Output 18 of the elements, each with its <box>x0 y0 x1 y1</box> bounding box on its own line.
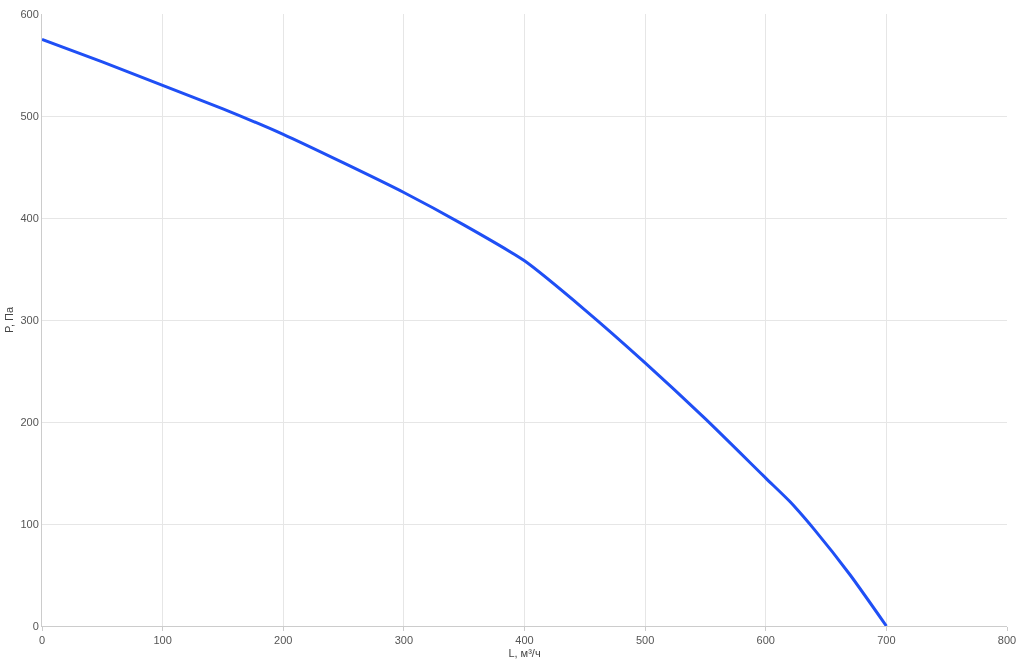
x-tick-label: 300 <box>394 634 414 647</box>
x-axis-title: L, м³/ч <box>508 647 541 660</box>
y-tick-label: 500 <box>20 109 39 122</box>
x-tick-label: 700 <box>877 634 896 647</box>
x-tick-label: 600 <box>756 634 775 647</box>
y-tick-label: 100 <box>20 517 39 530</box>
y-tick-label: 300 <box>20 313 39 326</box>
y-tick-label: 600 <box>20 7 39 20</box>
y-tick-label: 0 <box>32 619 39 632</box>
x-tick-label: 400 <box>515 634 534 647</box>
line-series <box>42 38 888 626</box>
y-tick-label: 400 <box>20 211 39 224</box>
x-tick-label: 200 <box>274 634 293 647</box>
x-tick-label: 100 <box>153 634 172 647</box>
x-tick-label: 800 <box>997 634 1017 647</box>
y-tick-label: 200 <box>20 415 39 428</box>
x-tick-label: 500 <box>635 634 655 647</box>
y-axis-title: P, Па <box>3 306 16 334</box>
